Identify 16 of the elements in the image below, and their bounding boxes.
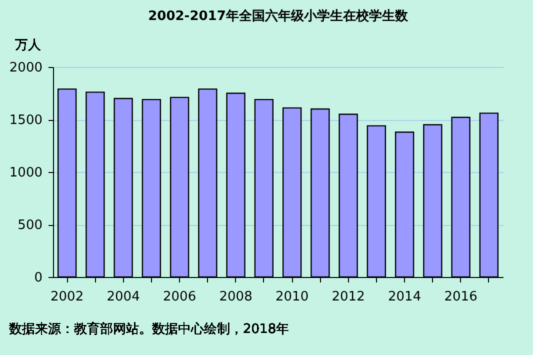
chart-title: 2002-2017年全国六年级小学生在校学生数 [148,8,409,24]
x-tick-label: 2016 [444,290,478,304]
x-tick-label: 2010 [276,290,309,304]
x-tick-label: 2006 [163,290,196,304]
y-tick-label: 1000 [9,166,42,180]
y-tick-label: 1500 [9,113,42,128]
x-tick-label: 2014 [388,290,422,304]
y-tick-label: 0 [34,270,42,286]
y-tick-label: 2000 [9,60,42,76]
x-tick-label: 2004 [106,290,140,304]
y-axis-title: 万人 [15,38,41,53]
source-note: 数据来源：教育部网站。数据中心绘制，2018年 [9,321,290,337]
x-tick-label: 2012 [332,290,365,304]
x-tick-label: 2008 [219,290,252,304]
y-tick-label: 500 [18,218,42,233]
x-tick-label: 2002 [50,290,84,304]
